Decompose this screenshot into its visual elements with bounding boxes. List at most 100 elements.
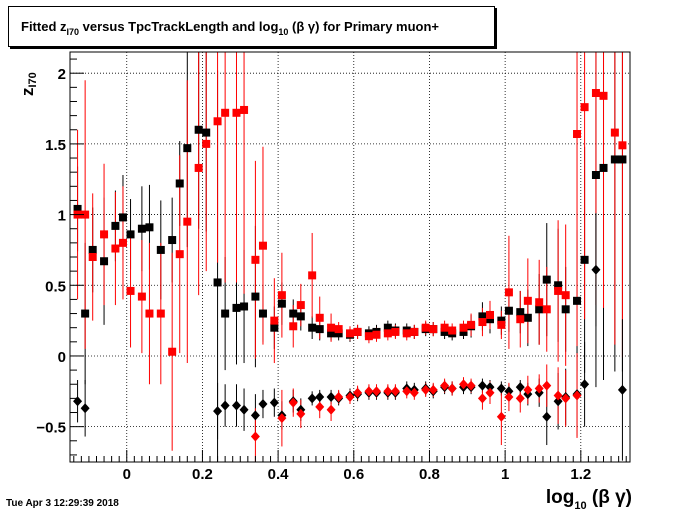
diamond-marker	[315, 401, 325, 412]
square-marker	[573, 130, 582, 138]
square-marker	[232, 108, 241, 117]
square-marker	[402, 329, 411, 338]
square-marker	[372, 330, 381, 339]
square-marker	[573, 296, 582, 305]
square-marker	[610, 155, 619, 164]
square-marker	[202, 128, 211, 137]
square-marker	[591, 171, 600, 179]
diamond-marker	[250, 410, 260, 421]
square-marker	[100, 257, 109, 266]
diamond-marker	[477, 380, 487, 391]
square-marker	[440, 323, 449, 332]
diamond-marker	[421, 384, 431, 395]
diamond-marker	[409, 387, 419, 398]
square-marker	[421, 323, 430, 332]
y-tick-label: 0	[58, 349, 66, 366]
square-marker	[315, 313, 324, 322]
square-marker	[353, 327, 362, 336]
square-marker	[523, 313, 532, 322]
diamond-marker	[334, 391, 344, 402]
diamond-marker	[73, 396, 83, 407]
diamond-marker	[277, 413, 287, 424]
diamond-marker	[580, 379, 590, 390]
title-suffix: (β γ) for Primary muon+	[288, 19, 440, 34]
diamond-marker	[269, 397, 279, 408]
square-marker	[516, 315, 525, 324]
square-marker	[118, 213, 127, 222]
square-marker	[145, 223, 154, 232]
square-marker	[194, 125, 203, 134]
square-marker	[145, 309, 154, 318]
square-marker	[459, 327, 468, 336]
diamond-marker	[402, 386, 412, 397]
y-tick-label: 2	[58, 66, 66, 83]
diamond-marker	[440, 380, 450, 391]
square-marker	[542, 305, 551, 314]
diamond-marker	[213, 406, 223, 417]
diamond-marker	[561, 393, 571, 404]
square-marker	[391, 327, 400, 336]
square-marker	[277, 299, 286, 308]
square-marker	[478, 318, 487, 327]
square-marker	[383, 329, 392, 338]
square-marker	[523, 296, 532, 305]
timestamp: Tue Apr 3 12:29:39 2018	[6, 498, 119, 509]
diamond-marker	[504, 391, 514, 402]
diamond-marker	[534, 383, 544, 394]
square-marker	[111, 244, 120, 253]
x-tick-label: 0	[123, 466, 131, 483]
square-marker	[73, 204, 82, 213]
diamond-marker	[250, 431, 260, 442]
square-marker	[221, 309, 230, 318]
square-marker	[334, 329, 343, 338]
x-axis-label: log10 (β γ)	[545, 487, 632, 512]
square-marker	[168, 347, 177, 356]
x-tick-label: 1	[501, 466, 509, 483]
diamond-marker	[371, 386, 381, 397]
diamond-marker	[515, 393, 525, 404]
square-marker	[516, 308, 525, 317]
square-marker	[277, 291, 286, 300]
square-marker	[156, 309, 165, 318]
diamond-marker	[390, 386, 400, 397]
title-subscript-2: 10	[278, 27, 289, 37]
diamond-marker	[485, 382, 495, 393]
square-marker	[296, 312, 305, 321]
square-marker	[346, 329, 354, 338]
square-marker	[194, 163, 203, 172]
square-marker	[410, 327, 419, 336]
square-marker	[610, 128, 619, 137]
x-tick-label: 0.4	[268, 466, 290, 483]
square-marker	[429, 325, 438, 334]
chart-title-box: Fitted zI70 versus TpcTrackLength and lo…	[8, 6, 495, 47]
y-tick-label: −0.5	[36, 420, 66, 437]
square-marker	[327, 323, 336, 332]
square-marker	[183, 217, 192, 226]
diamond-marker	[345, 391, 355, 402]
square-marker	[308, 323, 317, 332]
title-subscript: I70	[66, 27, 80, 37]
square-marker	[497, 316, 506, 325]
diamond-marker	[296, 408, 306, 419]
diamond-marker	[542, 380, 552, 391]
square-marker	[618, 141, 627, 150]
square-marker	[251, 292, 260, 301]
y-axis-label: zI70	[18, 72, 39, 96]
square-marker	[364, 332, 373, 341]
square-marker	[504, 288, 513, 297]
diamond-marker	[315, 391, 325, 402]
square-marker	[561, 291, 570, 300]
square-marker	[213, 117, 222, 126]
diamond-marker	[459, 379, 469, 390]
diamond-marker	[383, 386, 393, 397]
diamond-marker	[258, 399, 268, 410]
square-marker	[440, 327, 449, 336]
square-marker	[183, 144, 192, 153]
square-marker	[175, 250, 184, 259]
square-marker	[542, 275, 551, 284]
square-marker	[118, 238, 127, 247]
square-marker	[232, 303, 241, 312]
y-tick-label: 1	[58, 208, 66, 225]
chart-title: Fitted zI70 versus TpcTrackLength and lo…	[21, 19, 440, 37]
